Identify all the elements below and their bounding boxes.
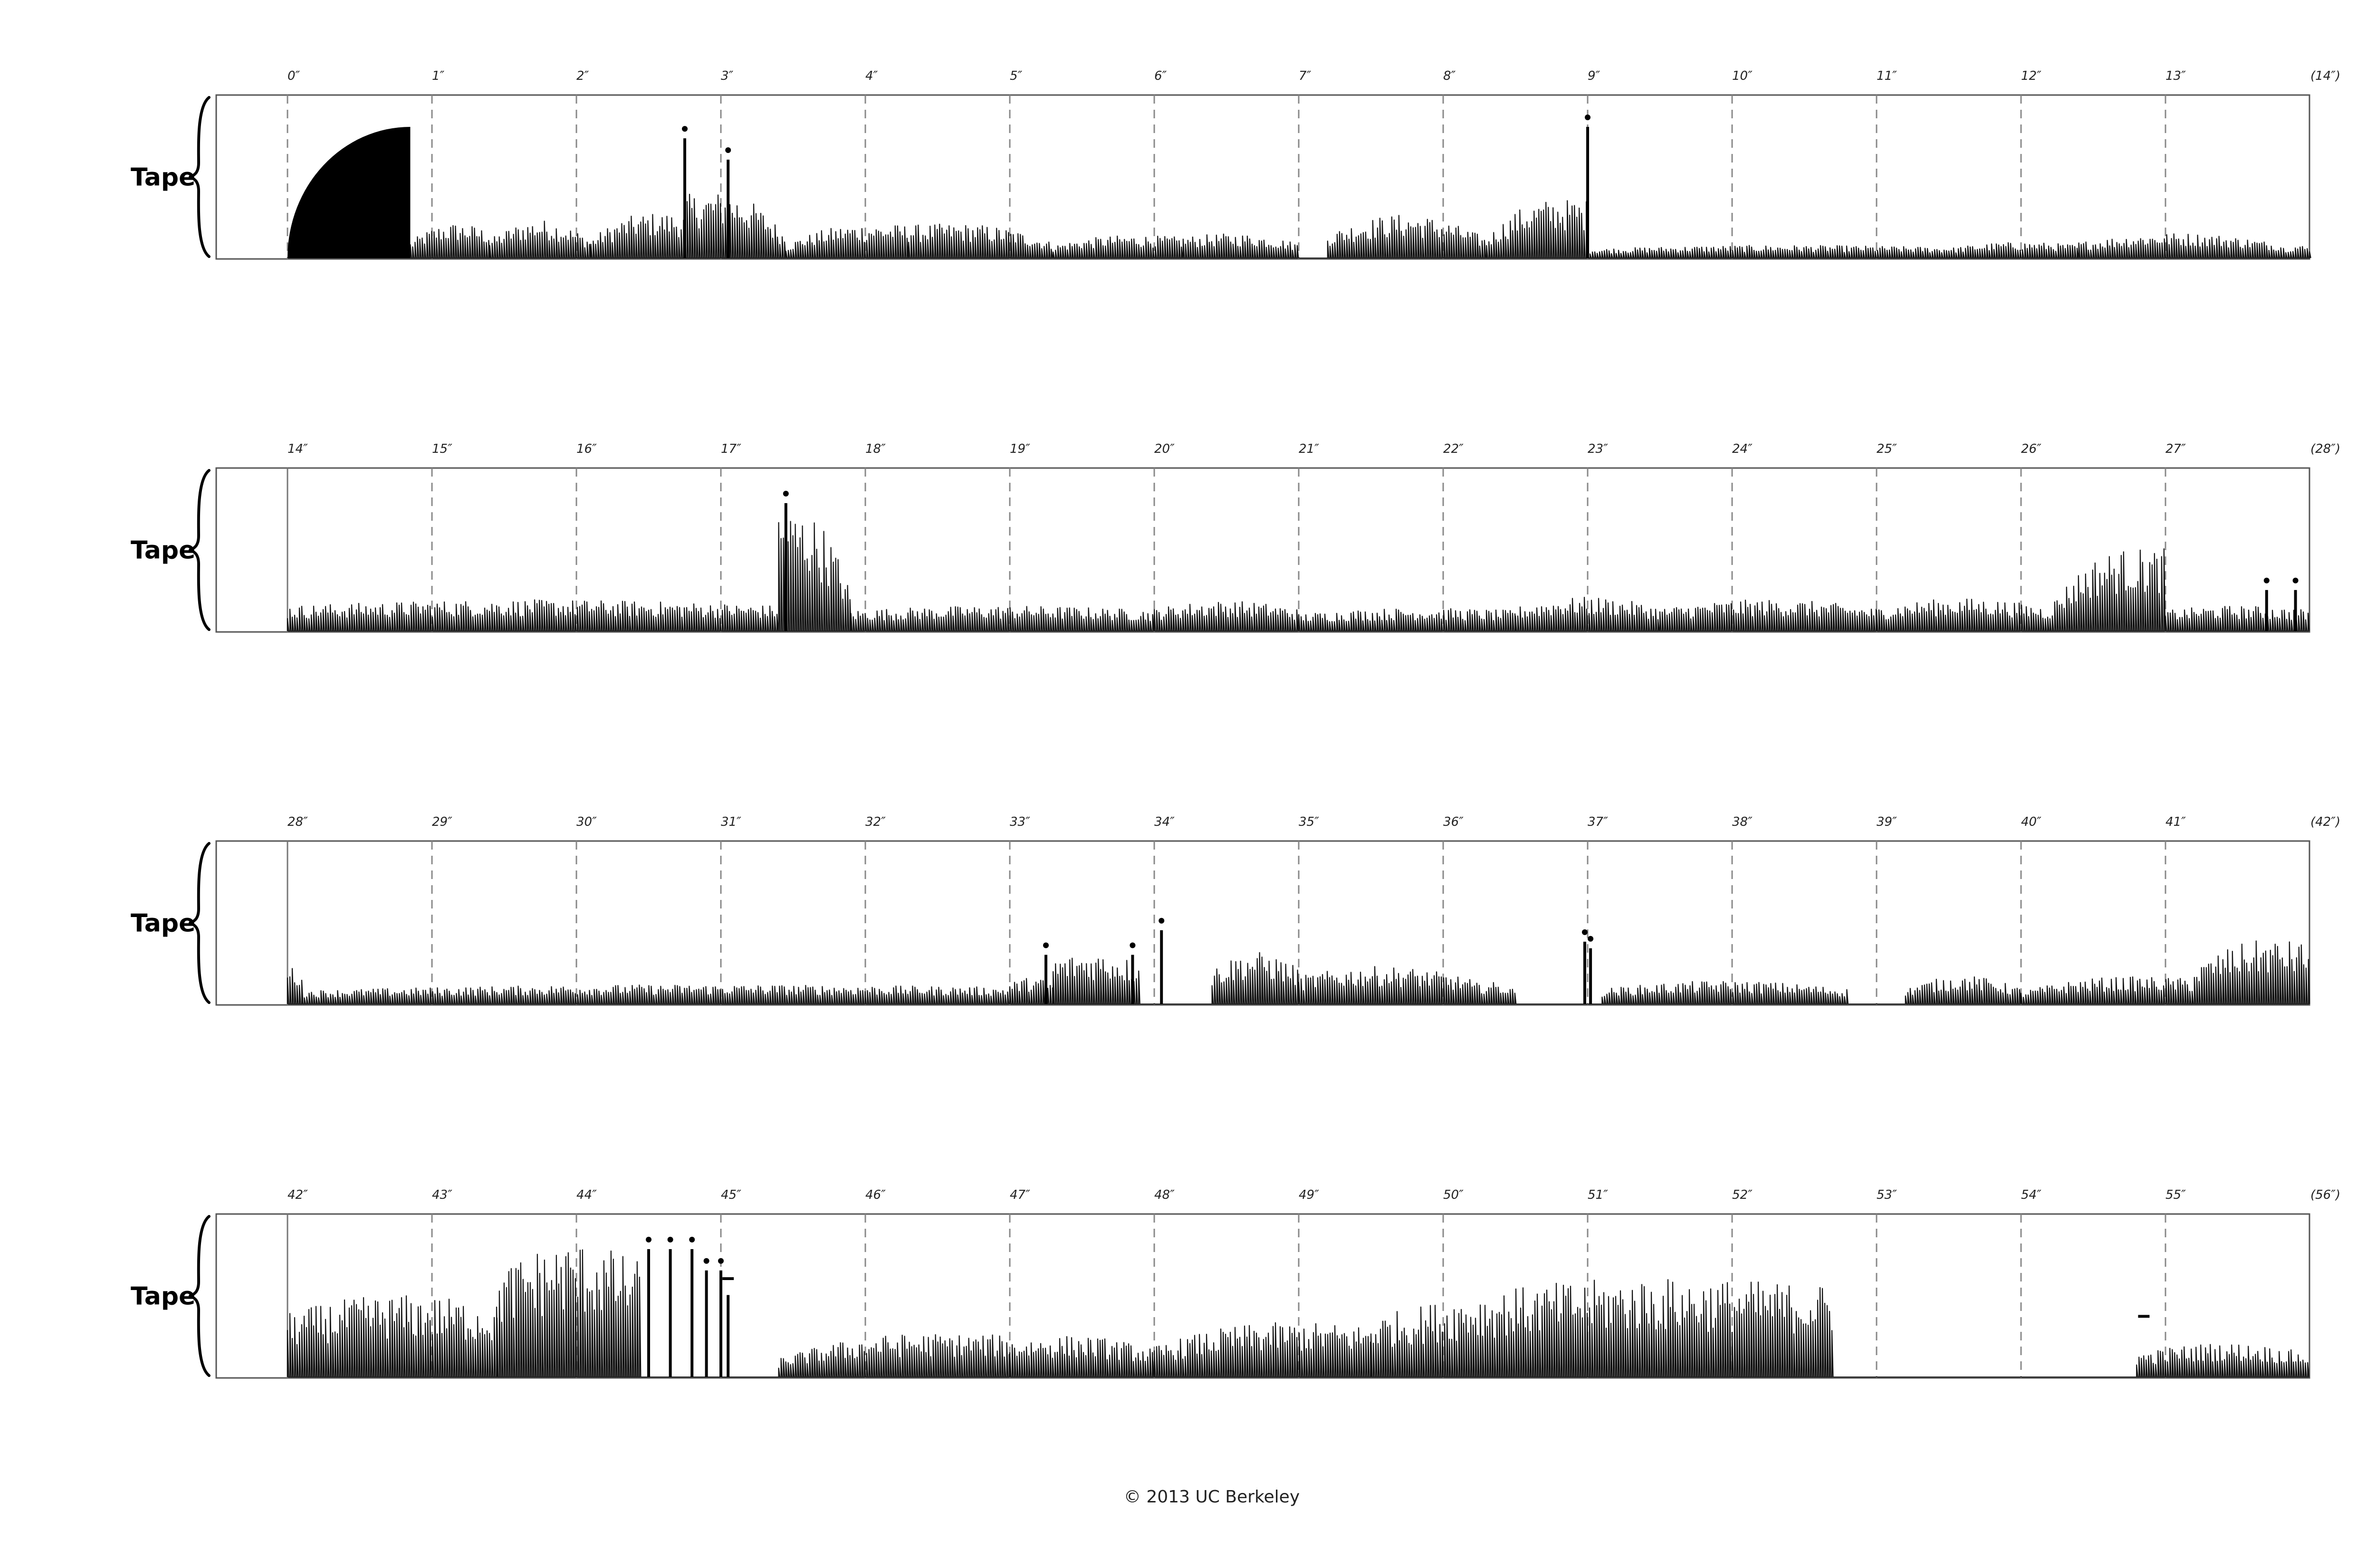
accent-dot: [689, 1236, 695, 1243]
time-tick-label: 3″: [721, 69, 734, 83]
accent-dot: [682, 126, 688, 132]
time-tick-label: 38″: [1732, 815, 1753, 829]
copyright-notice: © 2013 UC Berkeley: [1123, 1487, 1300, 1507]
time-tick-label: 41″: [2165, 815, 2186, 829]
time-tick-label: 24″: [1732, 442, 1753, 456]
time-tick-label: 42″: [287, 1188, 308, 1202]
staff-brace: [189, 1215, 211, 1377]
time-tick-label: 12″: [2021, 69, 2041, 83]
time-tick-label: 46″: [865, 1188, 886, 1202]
staff-system-3: Tape 28″ 29″ 30″ 31″ 32″ 33″ 34″ 35″ 36″ 37″ 38″ 39″…: [131, 815, 2340, 1006]
time-tick-label: 8″: [1443, 69, 1456, 83]
time-tick-label: 6″: [1154, 69, 1167, 83]
time-tick-label: 18″: [865, 442, 886, 456]
time-tick-label: 9″: [1588, 69, 1600, 83]
accent-dot: [1585, 115, 1590, 120]
time-tick-label: 54″: [2021, 1188, 2041, 1202]
time-tick-label: 28″: [287, 815, 308, 829]
time-tick-label: 20″: [1154, 442, 1175, 456]
staff-label: Tape: [131, 909, 195, 938]
accent-dot: [1159, 918, 1165, 924]
time-tick-label: 22″: [1443, 442, 1464, 456]
time-tick-label: 7″: [1299, 69, 1312, 83]
time-tick-label: 39″: [1877, 815, 1897, 829]
time-tick-label: 11″: [1877, 69, 1897, 83]
time-tick-label: 0″: [287, 69, 300, 83]
accent-dot: [1043, 942, 1049, 948]
staff-brace: [189, 469, 211, 631]
time-tick-label: 55″: [2165, 1188, 2186, 1202]
time-tick-label: 36″: [1443, 815, 1464, 829]
accent-dot: [1581, 929, 1588, 935]
accent-dot: [646, 1236, 651, 1243]
time-tick-label: 44″: [576, 1188, 597, 1202]
time-tick-label: 34″: [1154, 815, 1175, 829]
accent-dot: [2263, 577, 2270, 583]
time-tick-label: 4″: [865, 69, 878, 83]
accent-dot: [725, 147, 731, 153]
staff-frame: [215, 840, 2310, 1006]
tape-waveform: [287, 1249, 2309, 1378]
attack-envelope-shape: [287, 127, 411, 258]
staff-frame: [215, 94, 2310, 260]
time-tick-label: 26″: [2021, 442, 2041, 456]
time-tick-label: 37″: [1588, 815, 1608, 829]
time-tick-label: 50″: [1443, 1188, 1464, 1202]
accent-dot: [718, 1258, 724, 1264]
time-tick-label: 35″: [1299, 815, 1319, 829]
time-tick-label: 31″: [721, 815, 741, 829]
accent-dot: [2292, 577, 2299, 583]
staff-label: Tape: [131, 163, 195, 192]
accent-dot: [1130, 942, 1136, 948]
time-tick-label: 25″: [1877, 442, 1897, 456]
staff-frame: [215, 467, 2310, 633]
time-tick-label: 48″: [1154, 1188, 1175, 1202]
time-tick-label: 17″: [721, 442, 741, 456]
time-tick-label: 33″: [1010, 815, 1030, 829]
staff-label: Tape: [131, 1282, 195, 1311]
time-tick-label: 13″: [2165, 69, 2186, 83]
time-tick-label: 2″: [576, 69, 589, 83]
time-tick-label: 49″: [1299, 1188, 1319, 1202]
staff-brace: [189, 842, 211, 1004]
time-tick-label: 43″: [432, 1188, 452, 1202]
accent-dot: [1588, 936, 1594, 942]
time-tick-label: 40″: [2021, 815, 2041, 829]
time-tick-label: 10″: [1732, 69, 1753, 83]
tape-waveform: [410, 193, 2311, 259]
accent-dot: [667, 1236, 673, 1243]
time-tick-label: 45″: [721, 1188, 741, 1202]
end-time-label: (28″): [2310, 442, 2340, 456]
time-tick-label: 16″: [576, 442, 597, 456]
time-tick-label: 1″: [432, 69, 445, 83]
staff-label: Tape: [131, 536, 195, 565]
time-tick-label: 14″: [287, 442, 308, 456]
time-tick-label: 53″: [1877, 1188, 1897, 1202]
time-tick-label: 32″: [865, 815, 886, 829]
time-tick-label: 21″: [1299, 442, 1319, 456]
time-tick-label: 15″: [432, 442, 452, 456]
accent-dot: [783, 490, 789, 497]
end-time-label: (42″): [2310, 815, 2340, 829]
time-tick-label: 5″: [1010, 69, 1023, 83]
time-tick-label: 30″: [576, 815, 597, 829]
staff-frame: [215, 1213, 2310, 1379]
staff-system-4: Tape 42″ 43″ 44″ 45″ 46″ 47″ 48″ 49″ 50″ 51″ 52″ 53″…: [131, 1188, 2340, 1379]
time-tick-label: 29″: [432, 815, 452, 829]
time-tick-label: 51″: [1588, 1188, 1608, 1202]
accent-dot: [703, 1258, 709, 1264]
time-tick-label: 19″: [1010, 442, 1030, 456]
end-time-label: (56″): [2310, 1188, 2340, 1202]
staff-brace: [189, 96, 211, 258]
staff-system-1: Tape 0″ 1″ 2″ 3″ 4″ 5″ 6″ 7″ 8″ 9″ 10″ 11″ 12″ 13″ (14″…: [131, 69, 2340, 260]
time-tick-label: 47″: [1010, 1188, 1030, 1202]
time-tick-label: 52″: [1732, 1188, 1753, 1202]
staff-system-2: Tape 14″ 15″ 16″ 17″ 18″ 19″ 20″ 21″ 22″ 23″ 24″ 25″…: [131, 442, 2340, 633]
time-tick-label: 27″: [2165, 442, 2186, 456]
time-tick-label: 23″: [1588, 442, 1608, 456]
end-time-label: (14″): [2310, 69, 2340, 83]
